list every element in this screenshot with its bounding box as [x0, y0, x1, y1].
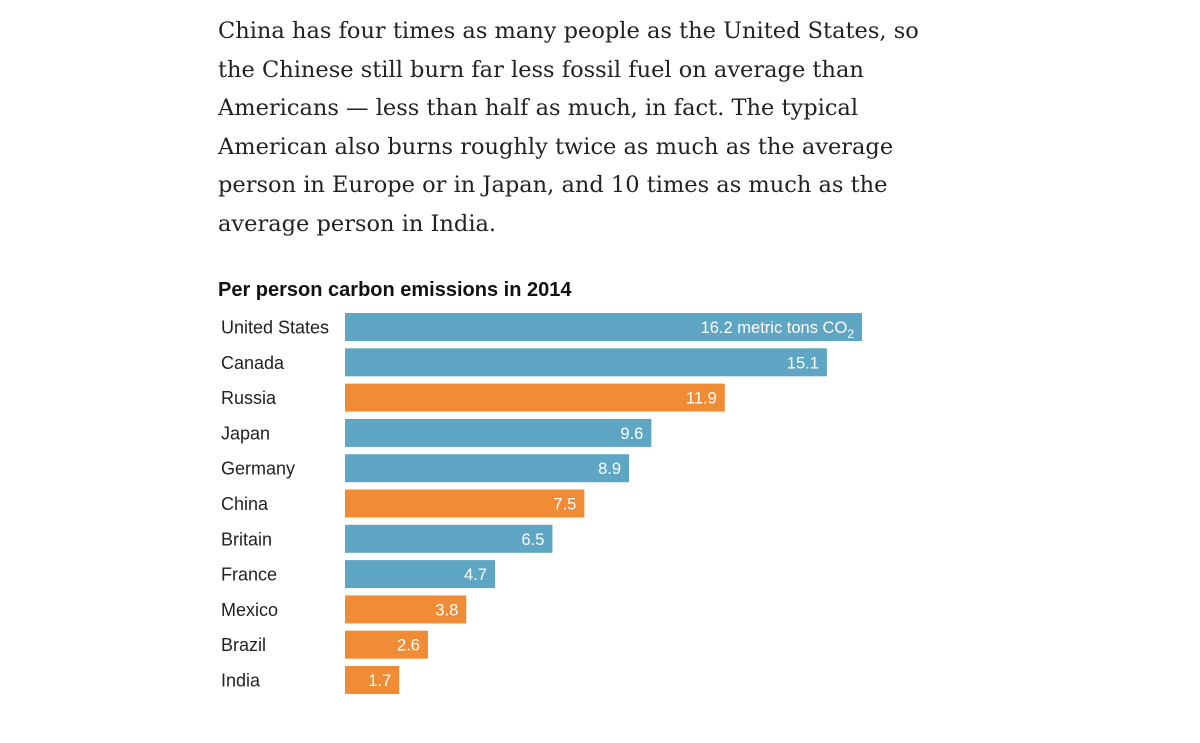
value-label: 15.1 — [787, 354, 819, 372]
bar-united-states — [345, 313, 862, 341]
category-label: France — [221, 565, 277, 585]
paragraph-line: Americans — less than half as much, in f… — [218, 95, 859, 121]
paragraph-line: China has four times as many people as t… — [218, 18, 919, 44]
category-label: Brazil — [221, 635, 266, 655]
value-label: 8.9 — [598, 460, 621, 478]
value-label: 2.6 — [397, 637, 420, 655]
chart-title: Per person carbon emissions in 2014 — [218, 279, 572, 301]
value-label: 3.8 — [435, 601, 458, 619]
value-number: 15.1 — [787, 354, 819, 372]
paragraph-line: average person in India. — [218, 210, 497, 237]
category-label: United States — [221, 318, 329, 338]
value-number: 3.8 — [435, 601, 458, 619]
category-label: China — [221, 494, 269, 514]
bar-mexico — [345, 595, 467, 624]
value-number: 2.6 — [397, 637, 420, 655]
value-label: 1.7 — [368, 672, 391, 690]
value-label: 6.5 — [522, 531, 545, 549]
paragraph-line: the Chinese still burn far less fossil f… — [218, 56, 864, 83]
value-label: 7.5 — [553, 496, 576, 514]
category-label: Canada — [221, 353, 285, 373]
bar-france — [345, 560, 495, 589]
value-number: 8.9 — [598, 460, 621, 478]
value-unit-subscript: 2 — [847, 327, 854, 341]
value-label: 16.2 metric tons CO2 — [701, 319, 855, 341]
value-unit: metric tons CO — [733, 319, 848, 337]
bar-russia — [345, 383, 725, 412]
value-number: 11.9 — [686, 390, 717, 408]
category-label: Russia — [221, 388, 277, 408]
category-label: Britain — [221, 529, 272, 549]
paragraph-line: person in Europe or in Japan, and 10 tim… — [218, 172, 888, 198]
category-label: Japan — [221, 423, 270, 443]
value-label: 9.6 — [620, 425, 643, 443]
bar-india — [345, 666, 400, 694]
category-label: India — [221, 671, 261, 691]
value-number: 6.5 — [522, 531, 545, 549]
value-number: 16.2 — [701, 319, 733, 337]
value-number: 7.5 — [553, 496, 576, 514]
paragraph-line: American also burns roughly twice as muc… — [218, 133, 894, 160]
value-label: 4.7 — [464, 566, 487, 584]
value-number: 4.7 — [464, 566, 487, 584]
value-label: 11.9 — [686, 390, 717, 408]
category-label: Germany — [221, 459, 295, 479]
value-number: 1.7 — [368, 672, 391, 690]
bar-germany — [345, 454, 630, 483]
category-label: Mexico — [221, 600, 278, 620]
bar-britain — [345, 524, 553, 553]
value-number: 9.6 — [620, 425, 643, 443]
bar-china — [345, 489, 585, 518]
article-paragraph: China has four times as many people as t… — [218, 12, 919, 243]
bar-japan — [345, 418, 652, 447]
bar-canada — [345, 348, 827, 377]
bar-brazil — [345, 630, 428, 659]
